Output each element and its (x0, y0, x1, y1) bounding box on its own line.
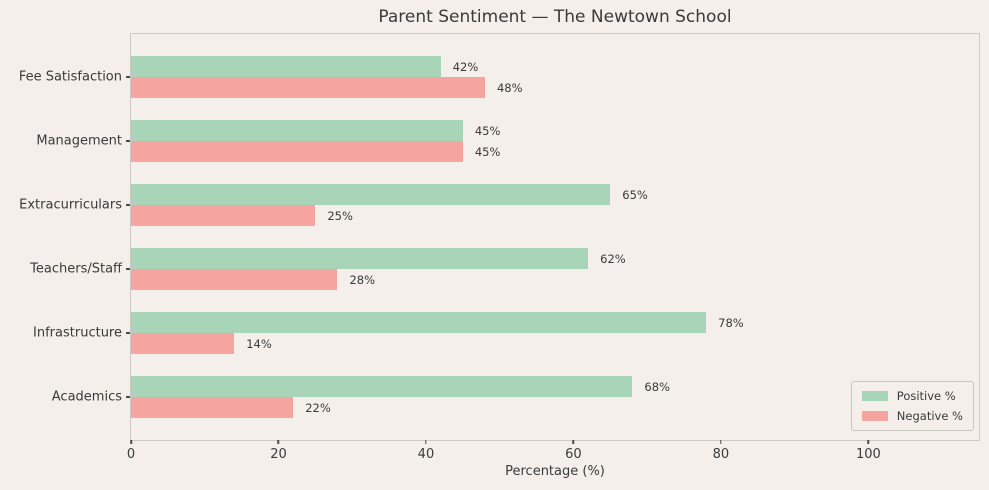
x-tick-100 (867, 440, 870, 444)
legend-label-positive: Positive % (896, 389, 956, 403)
category-label-academics: Academics (51, 389, 122, 405)
bar-value-label-positive-fee-satisfaction: 42% (452, 59, 479, 74)
bar-value-label-positive-infrastructure: 78% (718, 315, 744, 330)
bar-positive-infrastructure (131, 312, 707, 333)
bar-positive-fee-satisfaction (131, 56, 441, 77)
x-axis-label: Percentage (%) (505, 464, 605, 479)
legend: Positive % Negative % (850, 381, 974, 431)
bar-value-label-positive-teachers-staff: 62% (600, 251, 626, 266)
bar-value-label-positive-management: 45% (474, 123, 501, 138)
bar-value-label-negative-extracurriculars: 25% (327, 208, 353, 223)
x-tick-label-80: 80 (712, 447, 730, 462)
y-tick-academics (126, 396, 130, 398)
legend-label-negative: Negative % (896, 409, 963, 423)
positive-swatch-icon (861, 391, 888, 401)
legend-item-positive: Positive % (861, 389, 963, 403)
bar-negative-management (131, 141, 463, 162)
bar-negative-extracurriculars (131, 205, 316, 226)
x-tick-60 (572, 440, 575, 444)
category-label-infrastructure: Infrastructure (33, 325, 122, 341)
bar-value-label-positive-extracurriculars: 65% (622, 187, 648, 202)
bar-negative-fee-satisfaction (131, 77, 485, 98)
x-tick-label-40: 40 (417, 447, 435, 462)
bar-value-label-negative-infrastructure: 14% (246, 336, 272, 351)
category-label-extracurriculars: Extracurriculars (19, 197, 122, 213)
bar-value-label-negative-teachers-staff: 28% (349, 272, 376, 287)
category-label-management: Management (36, 133, 122, 149)
bar-positive-management (131, 120, 463, 141)
bar-negative-teachers-staff (131, 269, 338, 290)
x-tick-label-20: 20 (270, 447, 287, 462)
chart-title: Parent Sentiment — The Newtown School (378, 7, 732, 27)
bar-negative-infrastructure (131, 333, 235, 354)
plot-area: Positive % Negative % Fee Satisfaction 42… (19, 33, 980, 462)
x-tick-80 (720, 440, 722, 444)
x-tick-20 (277, 440, 280, 444)
x-tick-40 (425, 440, 427, 444)
x-tick-0 (130, 440, 132, 444)
legend-item-negative: Negative % (861, 409, 963, 423)
x-tick-label-100: 100 (855, 447, 881, 462)
bar-value-label-negative-academics: 22% (305, 400, 331, 415)
y-tick-management (126, 140, 130, 142)
bar-value-label-positive-academics: 68% (644, 379, 670, 394)
bar-positive-extracurriculars (131, 184, 611, 205)
x-tick-label-0: 0 (126, 447, 136, 462)
bar-value-label-negative-management: 45% (474, 144, 501, 159)
x-tick-label-60: 60 (565, 447, 582, 462)
bar-positive-teachers-staff (131, 248, 589, 269)
category-label-fee-satisfaction: Fee Satisfaction (18, 69, 122, 85)
y-tick-extracurriculars (126, 204, 130, 206)
y-tick-infrastructure (126, 332, 130, 334)
y-tick-fee-satisfaction (126, 76, 130, 78)
bar-negative-academics (131, 397, 294, 418)
bar-positive-academics (131, 376, 633, 397)
y-tick-teachers-staff (126, 268, 130, 270)
bar-value-label-negative-fee-satisfaction: 48% (496, 80, 523, 95)
category-label-teachers-staff: Teachers/Staff (30, 261, 122, 277)
negative-swatch-icon (861, 411, 888, 421)
